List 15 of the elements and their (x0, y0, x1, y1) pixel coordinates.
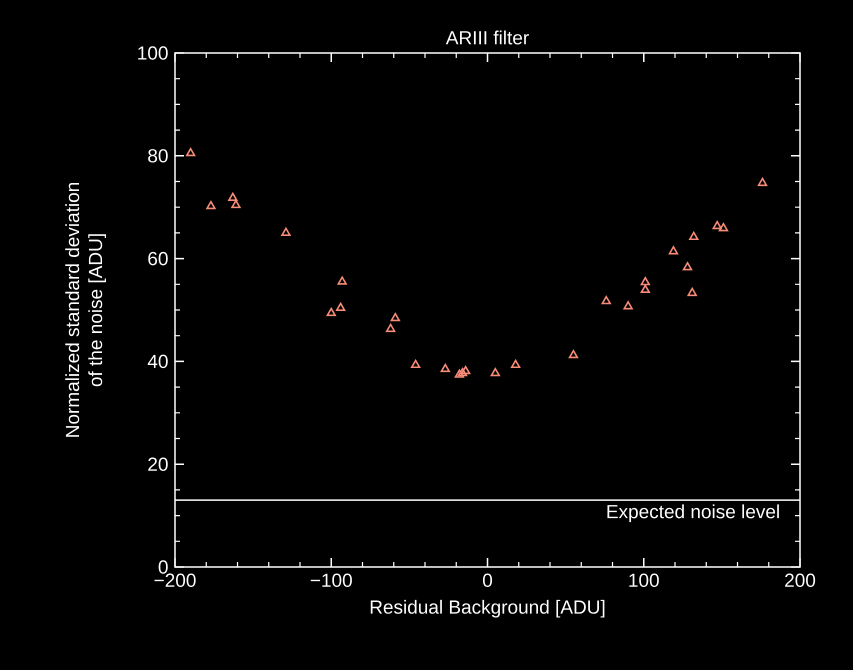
y-tick-label: 40 (148, 354, 168, 368)
ref-line-label: Expected noise level (607, 504, 779, 522)
chart-title: ARIII filter (446, 30, 529, 44)
x-tick-label: −100 (310, 574, 352, 587)
x-tick-label: 0 (482, 574, 492, 587)
y-tick-label: 60 (148, 252, 168, 266)
y-tick-label: 0 (158, 560, 168, 574)
y-tick-label: 100 (138, 46, 168, 60)
x-axis-title: Residual Background [ADU] (370, 600, 604, 618)
y-tick-label: 20 (148, 457, 168, 471)
x-tick-label: 100 (629, 574, 659, 587)
x-tick-label: 200 (785, 574, 816, 587)
x-tick-label: −200 (154, 574, 196, 587)
y-tick-label: 80 (148, 149, 168, 163)
y-axis-title: Normalized standard deviation of the noise [ADU] (65, 182, 106, 437)
